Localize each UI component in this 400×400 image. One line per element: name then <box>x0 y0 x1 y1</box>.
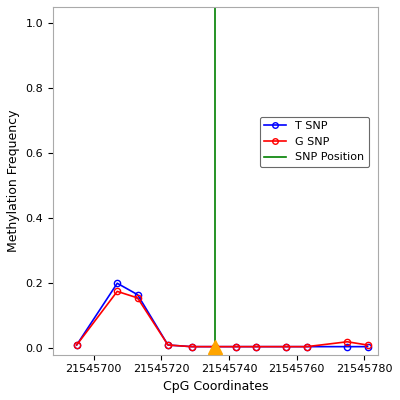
X-axis label: CpG Coordinates: CpG Coordinates <box>162 380 268 393</box>
Legend: T SNP, G SNP, SNP Position: T SNP, G SNP, SNP Position <box>260 117 369 167</box>
Y-axis label: Methylation Frequency: Methylation Frequency <box>7 110 20 252</box>
